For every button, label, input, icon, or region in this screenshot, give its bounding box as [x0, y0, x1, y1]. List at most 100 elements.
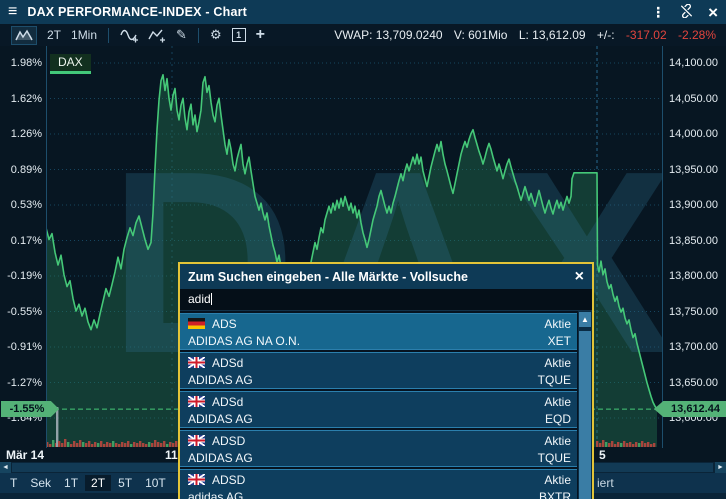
add-line-study-icon[interactable]: [148, 28, 166, 43]
change-label: +/-:: [596, 28, 615, 42]
interval-button[interactable]: 1Min: [71, 28, 98, 42]
period-button-1t[interactable]: 1T: [58, 475, 84, 491]
period-button-t[interactable]: T: [4, 475, 23, 491]
scroll-right-icon[interactable]: ►: [715, 462, 726, 473]
search-input[interactable]: adid: [180, 289, 592, 311]
result-exchange: TQUE: [537, 372, 571, 387]
clipped-status-text: iert: [597, 476, 614, 490]
result-symbol: ADSd: [212, 394, 244, 409]
country-flag-icon: [188, 357, 205, 368]
price-axis-label: 13,700.00: [669, 341, 718, 353]
country-flag-icon: [188, 318, 205, 329]
percent-axis-label: 0.53%: [10, 199, 42, 211]
price-axis-label: 14,000.00: [669, 128, 718, 140]
price-axis-label: 13,850.00: [669, 234, 718, 247]
title-bar: ≡ DAX PERFORMANCE-INDEX - Chart ⋮ ×: [0, 0, 726, 25]
search-results-list: ADS Aktie ADIDAS AG NA O.N. XET ADSd Akt…: [180, 311, 577, 499]
search-result-row[interactable]: ADSD Aktie ADIDAS AG TQUE: [180, 430, 577, 467]
percent-axis[interactable]: 1.98% 1.62% 1.26% 0.89% 0.53% 0.17% -0.19% -0.5…: [0, 46, 47, 448]
country-flag-icon: [188, 396, 205, 407]
window-layout-icon[interactable]: 1: [231, 28, 246, 42]
result-symbol: ADSd: [212, 355, 244, 370]
percent-axis-label: 1.62%: [10, 92, 42, 105]
result-name: ADIDAS AG: [188, 411, 253, 426]
more-options-icon[interactable]: ⋮: [651, 4, 666, 20]
percent-axis-label: 0.17%: [10, 234, 42, 247]
change-percent-value: -2.28%: [677, 28, 716, 42]
percent-axis-label: -0.91%: [7, 341, 42, 353]
result-type: Aktie: [544, 316, 571, 331]
time-axis-label: Mär 14: [6, 448, 45, 462]
percent-axis-label: -1.27%: [7, 376, 42, 389]
toolbar-divider: [108, 27, 110, 43]
price-axis-label: 14,050.00: [669, 92, 718, 105]
price-axis[interactable]: 14,100.00 14,050.00 14,000.00 13,950.00 13,9…: [662, 46, 726, 448]
timeframe-button[interactable]: 2T: [47, 28, 62, 42]
crosshair-plus-icon[interactable]: +: [255, 26, 265, 43]
dialog-title: Zum Suchen eingeben - Alle Märkte - Voll…: [188, 269, 468, 284]
percent-axis-label: -0.19%: [7, 270, 42, 282]
result-type: Aktie: [544, 394, 571, 409]
search-result-row[interactable]: ADSd Aktie ADIDAS AG TQUE: [180, 352, 577, 389]
settings-gear-icon[interactable]: ⚙: [209, 27, 222, 42]
price-axis-label: 13,650.00: [669, 376, 718, 389]
percent-axis-label: 0.89%: [10, 163, 42, 176]
current-percent-badge: -1.55%: [1, 401, 59, 417]
draw-pencil-icon[interactable]: ✎: [176, 27, 187, 42]
result-type: Aktie: [544, 472, 571, 487]
window-title: DAX PERFORMANCE-INDEX - Chart: [27, 5, 248, 19]
search-result-row[interactable]: ADS Aktie ADIDAS AG NA O.N. XET: [180, 313, 577, 350]
vwap-value: VWAP: 13,709.0240: [334, 28, 443, 42]
result-type: Aktie: [544, 433, 571, 448]
result-symbol: ADSD: [212, 472, 246, 487]
result-exchange: BXTR: [538, 489, 571, 499]
dialog-close-icon[interactable]: ×: [574, 267, 584, 285]
time-axis-label: 5: [599, 448, 606, 462]
change-value: -317.02: [625, 28, 667, 42]
result-exchange: TQUE: [537, 450, 571, 465]
period-button-5t[interactable]: 5T: [112, 475, 138, 491]
search-result-row[interactable]: ADSd Aktie ADIDAS AG EQD: [180, 391, 577, 428]
result-name: ADIDAS AG: [188, 450, 253, 465]
symbol-search-dialog: Zum Suchen eingeben - Alle Märkte - Voll…: [178, 262, 594, 499]
period-button-2t[interactable]: 2T: [85, 475, 112, 491]
current-price-badge: 13,612.44: [654, 401, 726, 417]
add-indicator-icon[interactable]: [120, 28, 139, 43]
chart-type-button[interactable]: [11, 25, 37, 45]
result-type: Aktie: [544, 355, 571, 370]
result-name: adidas AG: [188, 489, 244, 499]
percent-axis-label: 1.98%: [10, 57, 42, 69]
result-name: ADIDAS AG: [188, 372, 253, 387]
result-name: ADIDAS AG NA O.N.: [188, 333, 301, 348]
chart-toolbar: 2T 1Min ✎ ⚙ 1 + VWAP: 13,709.0240 V: 601…: [0, 24, 726, 47]
period-button-10t[interactable]: 10T: [139, 475, 172, 491]
period-button-sek[interactable]: Sek: [24, 475, 57, 491]
dialog-scrollbar-thumb[interactable]: [579, 331, 591, 499]
search-result-row[interactable]: ADSD Aktie adidas AG BXTR: [180, 469, 577, 499]
result-exchange: XET: [547, 333, 571, 348]
volume-value: V: 601Mio: [453, 28, 508, 42]
price-axis-label: 13,900.00: [669, 199, 718, 211]
result-symbol: ADSD: [212, 433, 246, 448]
close-window-icon[interactable]: ×: [708, 2, 718, 22]
price-axis-label: 13,950.00: [669, 163, 718, 176]
time-axis-label: 11: [165, 448, 178, 462]
price-axis-label: 14,100.00: [669, 57, 718, 69]
instrument-label[interactable]: DAX: [50, 54, 91, 74]
dialog-title-bar[interactable]: Zum Suchen eingeben - Alle Märkte - Voll…: [180, 264, 592, 289]
search-query-text: adid: [188, 292, 211, 306]
unlink-icon[interactable]: [679, 3, 694, 20]
quote-stats: VWAP: 13,709.0240 V: 601Mio L: 13,612.09…: [326, 28, 720, 42]
toolbar-divider: [197, 27, 199, 43]
country-flag-icon: [188, 474, 205, 485]
dialog-scrollbar[interactable]: ▲: [578, 311, 592, 499]
percent-axis-label: 1.26%: [10, 128, 42, 140]
percent-axis-label: -0.55%: [7, 305, 42, 318]
scroll-up-icon[interactable]: ▲: [579, 312, 591, 327]
country-flag-icon: [188, 435, 205, 446]
scroll-left-icon[interactable]: ◄: [0, 462, 11, 473]
menu-icon[interactable]: ≡: [8, 3, 18, 20]
last-value: L: 13,612.09: [518, 28, 586, 42]
text-cursor: [210, 293, 212, 305]
